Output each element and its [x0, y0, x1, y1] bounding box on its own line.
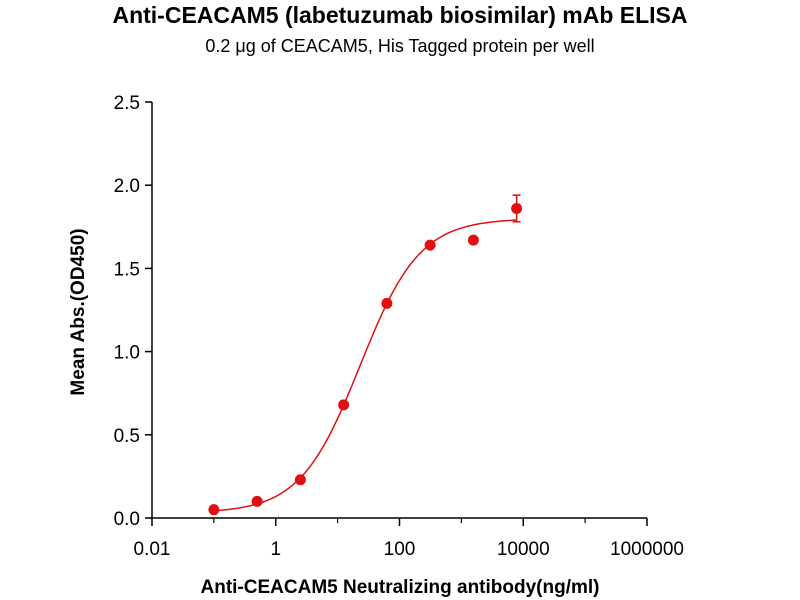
y-tick-label: 1.5 [114, 259, 140, 280]
data-point [381, 297, 393, 309]
y-tick-label: 2.0 [114, 176, 140, 197]
fit-curve [213, 219, 517, 512]
y-tick-label: 1.0 [114, 343, 140, 364]
fit-curve-layer [213, 219, 517, 512]
data-point [511, 202, 523, 214]
data-point [251, 495, 263, 507]
x-tick-label: 1 [270, 539, 281, 560]
data-points-layer [208, 194, 523, 516]
data-point [294, 474, 306, 486]
x-tick-label: 10000 [497, 539, 550, 560]
chart-title: Anti-CEACAM5 (labetuzumab biosimilar) mA… [112, 2, 688, 28]
data-point [424, 239, 436, 251]
chart-subtitle: 0.2 μg of CEACAM5, His Tagged protein pe… [205, 36, 595, 56]
y-tick-label: 0.0 [114, 509, 140, 530]
x-tick-label: 100 [384, 539, 416, 560]
y-axis-title: Mean Abs.(OD450) [68, 228, 89, 395]
data-point [338, 399, 350, 411]
x-axis-title: Anti-CEACAM5 Neutralizing antibody(ng/ml… [201, 577, 600, 598]
x-tick-label: 1000000 [610, 539, 684, 560]
data-point [208, 504, 220, 516]
y-tick-label: 0.5 [114, 426, 140, 447]
x-tick-label: 0.01 [134, 539, 171, 560]
axes: 0.0 0.5 1.0 1.5 2.0 2.5 0.01 1 100 10000 1000000 [114, 93, 684, 560]
data-point [467, 234, 479, 246]
y-tick-label: 2.5 [114, 93, 140, 114]
